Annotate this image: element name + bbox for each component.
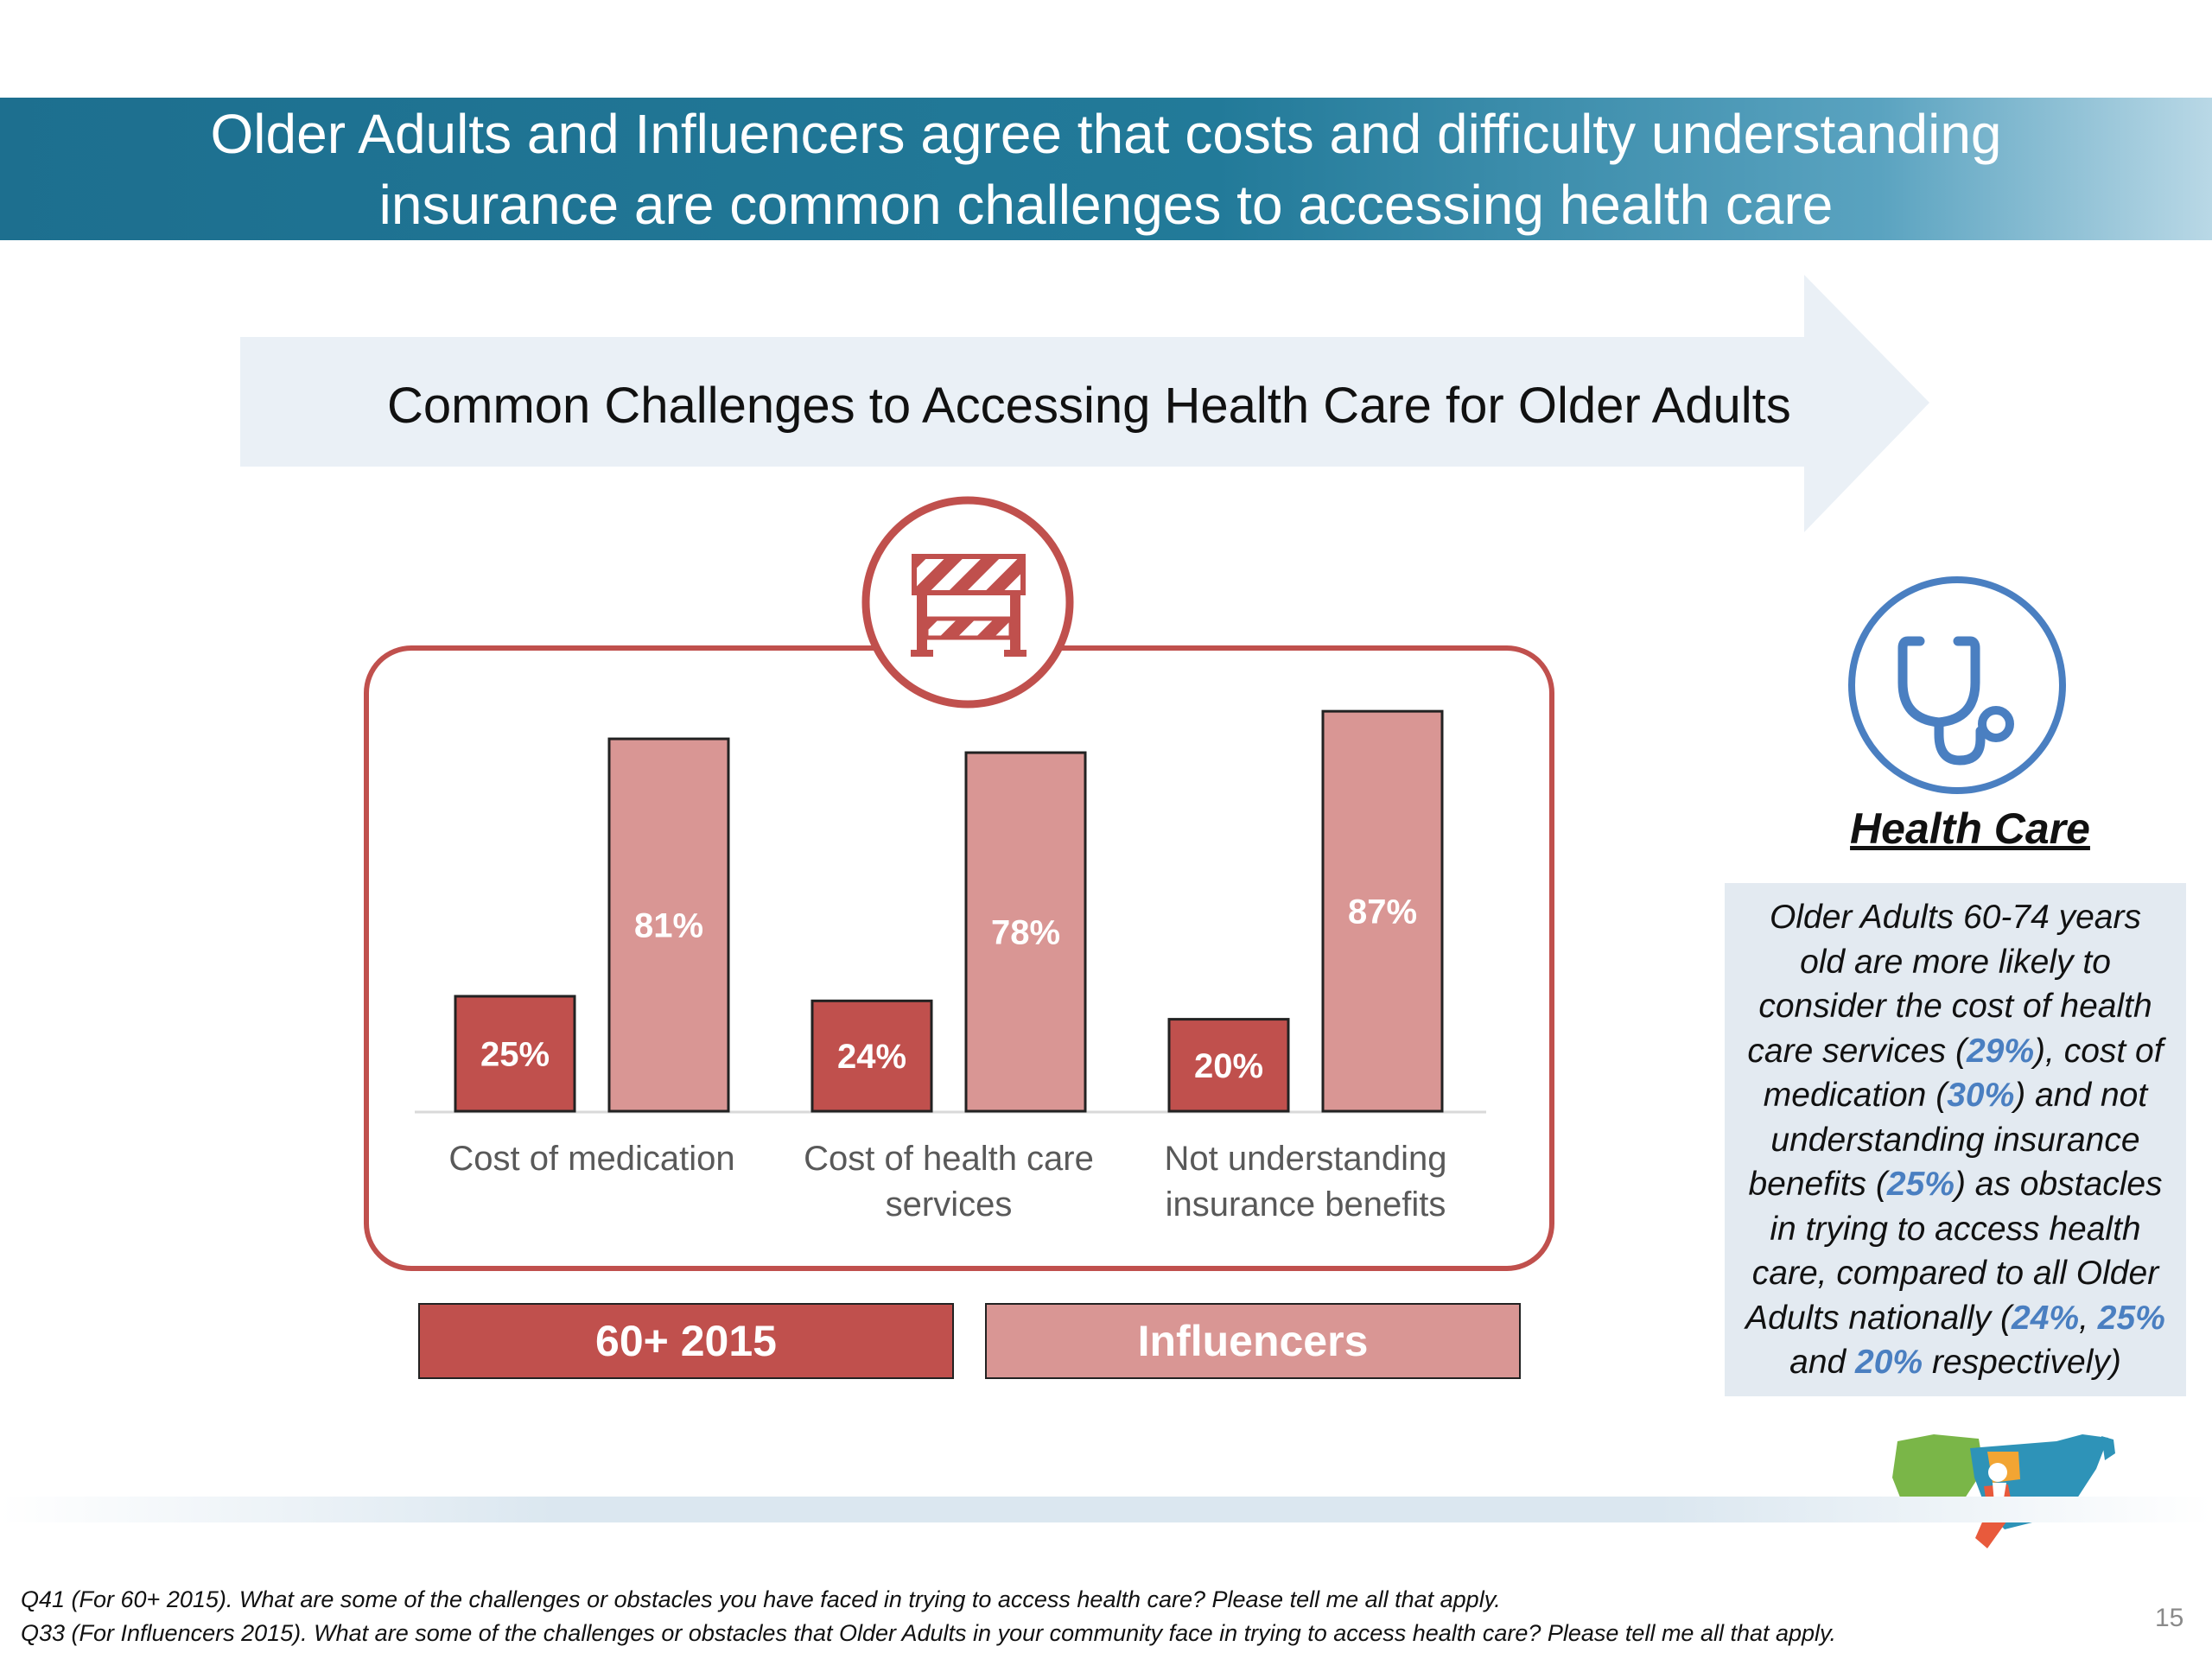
category-labels: Cost of medication Cost of health care ser… xyxy=(448,1140,1446,1224)
page-number: 15 xyxy=(2155,1604,2184,1632)
callout-line-5: understanding insurance xyxy=(1725,1118,2186,1163)
data-label-influencers-1: 78% xyxy=(991,914,1060,952)
highlight-percent: 30% xyxy=(1947,1077,2015,1114)
data-label-60plus-1: 24% xyxy=(837,1038,906,1076)
callout-line-1: old are more likely to xyxy=(1725,940,2186,985)
callout-text: respectively) xyxy=(1923,1344,2121,1381)
callout-line-0: Older Adults 60-74 years xyxy=(1725,895,2186,940)
title-arrow: Common Challenges to Accessing Health Ca… xyxy=(240,275,1934,534)
highlight-percent: 25% xyxy=(2097,1299,2165,1337)
bar-60plus-1 xyxy=(810,999,933,1113)
callout-text: ), cost of xyxy=(2034,1032,2164,1070)
stethoscope-icon xyxy=(1848,576,2066,794)
footer-band xyxy=(0,1497,2212,1522)
callout-text: consider the cost of health xyxy=(1758,988,2152,1025)
bar-60plus-0 xyxy=(454,995,576,1113)
callout-text: care, compared to all Older xyxy=(1751,1255,2159,1292)
arrow-shape xyxy=(240,275,1929,532)
legend-influencers: Influencers xyxy=(985,1303,1521,1379)
callout-text: Adults nationally ( xyxy=(1745,1299,2012,1337)
callout-line-4: medication (30%) and not xyxy=(1725,1073,2186,1118)
category-label-2: Not understanding insurance benefits xyxy=(1165,1140,1447,1224)
data-label-influencers-0: 81% xyxy=(634,907,703,945)
barrier-icon xyxy=(861,496,1074,709)
bar-60plus-2 xyxy=(1167,1018,1290,1113)
footnote-q41: Q41 (For 60+ 2015). What are some of the… xyxy=(21,1586,1501,1612)
bars-group: 25% 81% 24% 78% 20% 87% xyxy=(454,709,1444,1113)
callout-line-9: Adults nationally (24%, 25% xyxy=(1725,1296,2186,1341)
highlight-percent: 24% xyxy=(2012,1299,2080,1337)
callout-text: care services ( xyxy=(1747,1032,1967,1070)
callout-line-3: care services (29%), cost of xyxy=(1725,1029,2186,1074)
bar-influencers-2 xyxy=(1321,709,1444,1113)
highlight-percent: 20% xyxy=(1855,1344,1923,1381)
callout-line-7: in trying to access health xyxy=(1725,1207,2186,1252)
data-label-60plus-0: 25% xyxy=(480,1036,550,1074)
header-banner: Older Adults and Influencers agree that … xyxy=(0,98,2212,240)
health-care-title: Health Care xyxy=(1850,804,2090,853)
callout-text: old are more likely to xyxy=(1800,943,2111,981)
data-label-influencers-2: 87% xyxy=(1348,893,1417,931)
category-label-0: Cost of medication xyxy=(448,1140,734,1178)
bar-influencers-1 xyxy=(964,751,1087,1113)
callout-line-6: benefits (25%) as obstacles xyxy=(1725,1162,2186,1207)
callout-text: in trying to access health xyxy=(1770,1210,2141,1248)
highlight-percent: 25% xyxy=(1886,1166,1955,1203)
callout-text: medication ( xyxy=(1763,1077,1948,1114)
callout-line-8: care, compared to all Older xyxy=(1725,1251,2186,1296)
legend-label-60plus-2015: 60+ 2015 xyxy=(595,1317,777,1365)
callout-text: ) as obstacles xyxy=(1954,1166,2163,1203)
callout-line-2: consider the cost of health xyxy=(1725,984,2186,1029)
category-label-1: Cost of health care services xyxy=(804,1140,1094,1224)
data-label-60plus-2: 20% xyxy=(1194,1047,1263,1085)
legend-60plus-2015: 60+ 2015 xyxy=(418,1303,954,1379)
chart-title: Common Challenges to Accessing Health Ca… xyxy=(387,378,1791,434)
callout-text: understanding insurance xyxy=(1770,1121,2140,1159)
callout-text: Older Adults 60-74 years xyxy=(1770,899,2141,936)
header-title-line1: Older Adults and Influencers agree that … xyxy=(210,102,2002,165)
legend-label-influencers: Influencers xyxy=(1137,1317,1369,1365)
callout-line-10: and 20% respectively) xyxy=(1725,1340,2186,1385)
health-care-callout: Older Adults 60-74 years old are more lik… xyxy=(1725,883,2186,1396)
footnote-q33: Q33 (For Influencers 2015). What are som… xyxy=(21,1620,1837,1646)
callout-text: benefits ( xyxy=(1748,1166,1887,1203)
bar-influencers-0 xyxy=(607,737,730,1113)
callout-text: ) and not xyxy=(2014,1077,2148,1114)
highlight-percent: 29% xyxy=(1966,1032,2035,1070)
usa-map-logo xyxy=(1892,1434,2115,1548)
header-title-line2: insurance are common challenges to acces… xyxy=(378,173,1834,236)
callout-text: , xyxy=(2079,1299,2098,1337)
callout-text: and xyxy=(1789,1344,1856,1381)
